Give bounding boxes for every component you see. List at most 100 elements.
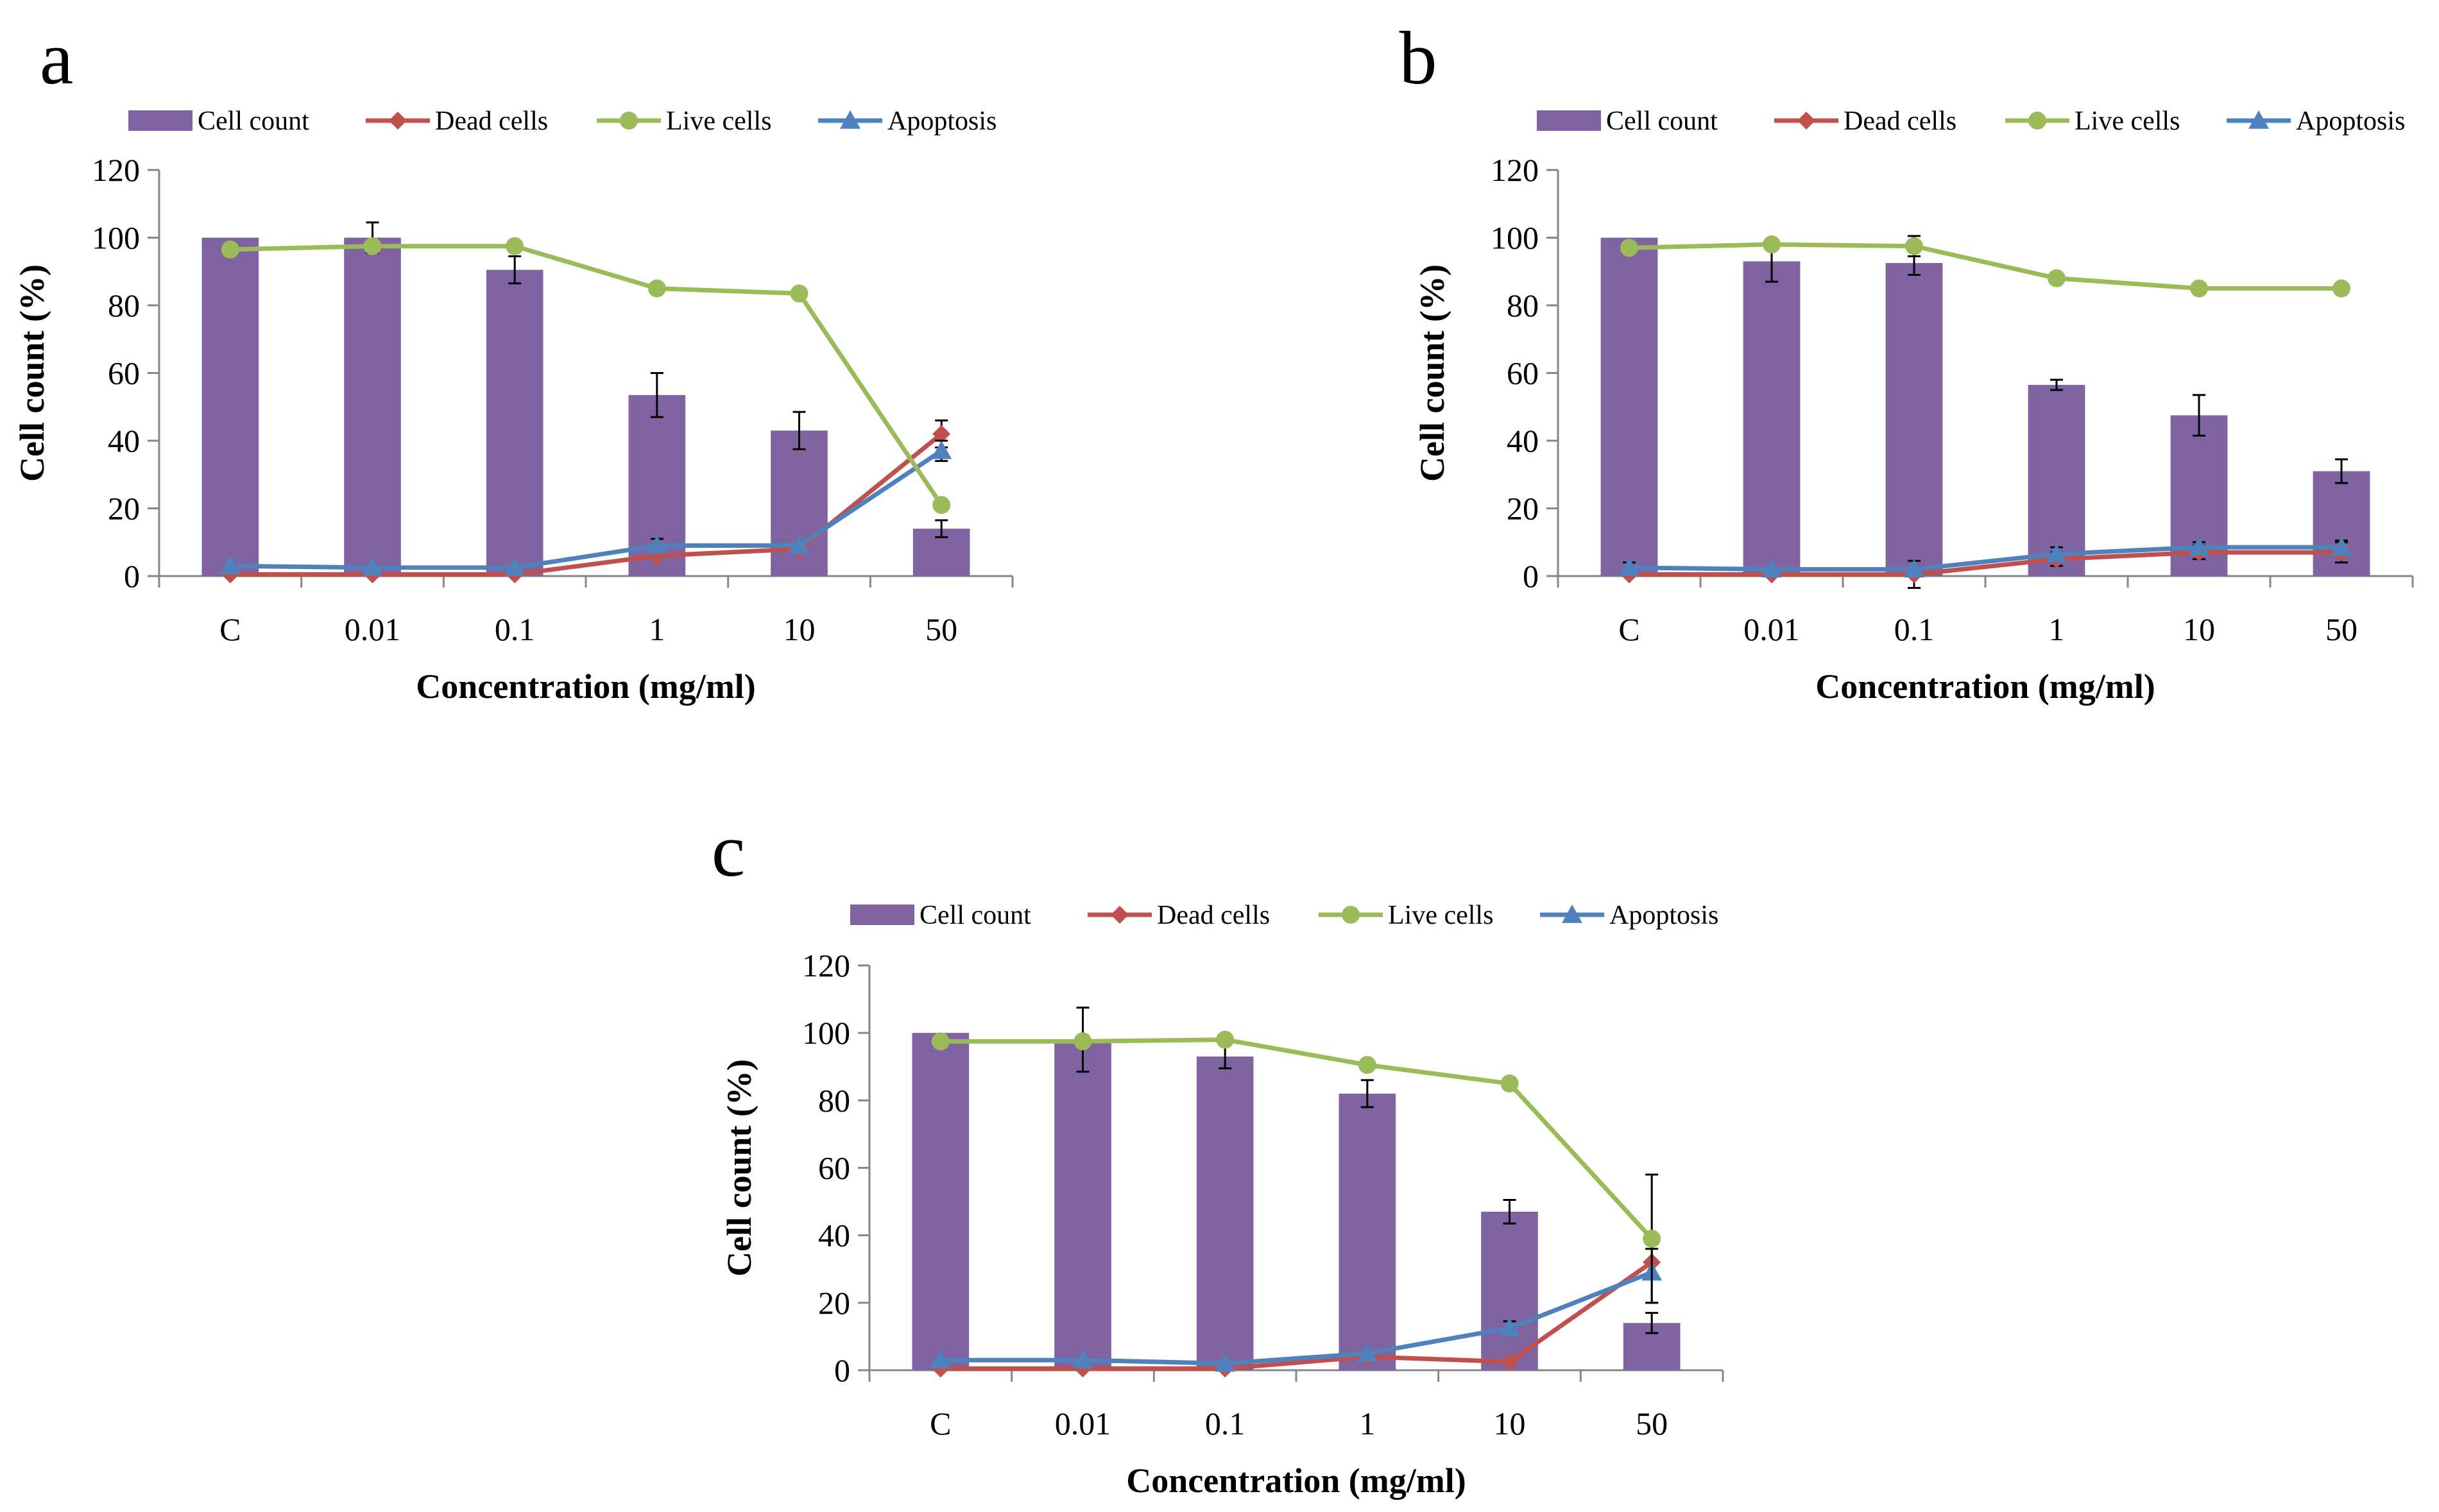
y-axis-title: Cell count (%)	[1413, 264, 1451, 482]
point-live-cells	[1074, 1032, 1092, 1051]
bar-cell-count	[912, 1033, 970, 1370]
point-apoptosis	[1072, 1350, 1093, 1369]
legend-item-cell-count: Cell count	[850, 901, 1031, 930]
point-live-cells	[2048, 269, 2066, 287]
x-tick-label: C	[1618, 611, 1639, 647]
point-apoptosis	[219, 556, 241, 574]
error-bar-cell-count	[2193, 394, 2205, 437]
chart-panel-c: c Cell count Dead cells Live cells Apoptosis…	[712, 808, 1724, 1500]
legend-marker	[2028, 112, 2046, 130]
error-bar-cell-count	[1360, 1079, 1374, 1109]
x-tick-label: 0.01	[1743, 611, 1800, 647]
x-tick-label: 1	[1359, 1406, 1375, 1441]
line-dead-cells	[1629, 550, 2341, 577]
point-live-cells	[1216, 1030, 1235, 1049]
point-live-cells	[931, 1032, 950, 1051]
line-dead-cells	[940, 1260, 1654, 1371]
legend-label: Cell count	[198, 106, 309, 136]
point-live-cells	[363, 237, 382, 255]
x-tick-label: 10	[2183, 611, 2215, 647]
point-live-cells	[790, 284, 809, 303]
legend-label: Apoptosis	[2296, 106, 2405, 136]
point-live-cells	[1643, 1229, 1661, 1248]
chart-panel-b: b Cell count Dead cells Live cells Apoptosis…	[1399, 16, 2414, 706]
error-bar-cell-count	[650, 372, 663, 418]
point-live-cells	[932, 496, 951, 514]
y-axis-title: Cell count (%)	[720, 1059, 758, 1277]
bar-cell-count	[1481, 1211, 1538, 1370]
x-tick-label: 10	[1494, 1406, 1526, 1441]
line-live-cells	[940, 1037, 1654, 1241]
x-tick-label: 0.01	[345, 611, 401, 647]
legend-item-live-cells: Live cells	[1319, 901, 1493, 930]
legend-item-apoptosis: Apoptosis	[818, 106, 997, 136]
legend-marker	[1797, 112, 1815, 130]
y-tick-label: 20	[818, 1285, 850, 1321]
legend-label: Apoptosis	[887, 106, 997, 136]
point-live-cells	[1620, 239, 1638, 257]
line-apoptosis	[230, 448, 943, 570]
error-bar-cell-count	[2050, 378, 2063, 391]
legend-marker	[1111, 906, 1129, 924]
point-dead-cells	[1500, 1352, 1519, 1371]
error-bar-cell-count	[935, 519, 948, 538]
point-live-cells	[1358, 1056, 1376, 1075]
y-tick-label: 0	[124, 558, 140, 594]
y-tick-label: 120	[92, 152, 140, 188]
point-apoptosis	[504, 557, 526, 576]
legend-swatch	[850, 905, 914, 925]
bar-cell-count	[486, 269, 543, 576]
y-tick-label: 20	[108, 491, 140, 527]
x-tick-label: 10	[783, 611, 816, 647]
bar-cell-count	[1600, 237, 1658, 576]
x-tick-label: 0.1	[1894, 611, 1935, 647]
x-tick-label: 50	[1636, 1406, 1668, 1441]
point-apoptosis	[2046, 543, 2067, 563]
point-apoptosis	[646, 535, 667, 554]
point-apoptosis	[362, 557, 383, 576]
point-apoptosis	[1215, 1353, 1236, 1372]
x-axis-title: Concentration (mg/ml)	[1126, 1461, 1466, 1500]
point-live-cells	[1905, 237, 1923, 255]
legend-item-apoptosis: Apoptosis	[2227, 106, 2405, 136]
point-apoptosis	[1499, 1318, 1520, 1337]
bar-cell-count	[1054, 1039, 1111, 1370]
legend-swatch	[1537, 110, 1601, 131]
legend-item-live-cells: Live cells	[2005, 106, 2180, 136]
y-tick-label: 80	[108, 287, 140, 323]
line-live-cells	[230, 244, 944, 507]
legend-item-dead-cells: Dead cells	[366, 106, 548, 136]
legend-swatch	[128, 110, 193, 131]
bar-cell-count	[1339, 1093, 1396, 1370]
legend-label: Dead cells	[1157, 901, 1270, 930]
bar-cell-count	[1196, 1056, 1254, 1370]
legend-item-dead-cells: Dead cells	[1088, 901, 1270, 930]
panel-letter: b	[1399, 16, 1437, 100]
bar-cell-count	[344, 237, 401, 576]
legend-label: Dead cells	[1844, 106, 1956, 136]
y-tick-label: 120	[1491, 152, 1539, 188]
point-live-cells	[1763, 235, 1781, 254]
y-tick-label: 40	[108, 423, 140, 459]
legend-item-live-cells: Live cells	[597, 106, 771, 136]
y-tick-label: 80	[818, 1082, 850, 1118]
x-axis-title: Concentration (mg/ml)	[1815, 667, 2155, 706]
y-tick-label: 80	[1507, 287, 1539, 323]
point-live-cells	[2190, 279, 2208, 298]
line-live-cells	[1629, 242, 2341, 291]
point-apoptosis	[930, 1350, 951, 1369]
y-tick-label: 40	[818, 1218, 850, 1253]
point-apoptosis	[789, 535, 810, 554]
point-live-cells	[2332, 279, 2350, 298]
y-tick-label: 100	[1491, 220, 1539, 256]
legend-item-cell-count: Cell count	[128, 106, 309, 136]
legend-label: Live cells	[666, 106, 771, 136]
y-tick-label: 60	[108, 355, 140, 391]
y-tick-label: 120	[802, 947, 850, 983]
panel-letter: a	[40, 16, 73, 100]
y-tick-label: 100	[92, 220, 140, 256]
error-bar-cell-count	[508, 255, 522, 285]
y-tick-label: 100	[802, 1015, 850, 1051]
x-tick-label: C	[930, 1406, 951, 1441]
y-tick-label: 60	[1507, 355, 1539, 391]
